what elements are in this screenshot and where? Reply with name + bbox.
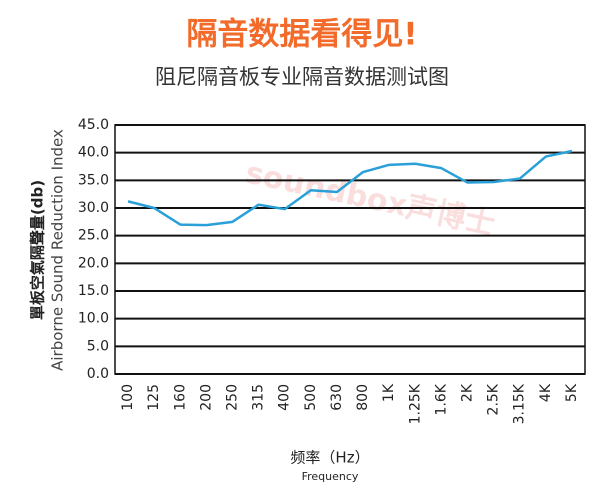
x-axis-title-en: Frequency xyxy=(302,470,359,483)
chart-title: 隔音数据看得见! xyxy=(186,17,417,53)
x-tick-label: 2.5K xyxy=(486,383,502,415)
x-axis-title: 频率（Hz） xyxy=(290,449,369,467)
y-tick-label: 30.0 xyxy=(78,200,109,216)
y-tick-label: 5.0 xyxy=(87,338,109,354)
x-tick-label: 3.15K xyxy=(512,383,528,424)
watermark: soundbox声博士 xyxy=(242,155,498,242)
x-tick-label: 800 xyxy=(355,384,371,411)
y-tick-label: 25.0 xyxy=(78,228,109,244)
x-tick-label: 1K xyxy=(381,383,397,402)
x-tick-label: 500 xyxy=(303,384,319,411)
x-tick-label: 4K xyxy=(538,383,554,402)
y-tick-label: 15.0 xyxy=(78,283,109,299)
y-tick-label: 45.0 xyxy=(78,117,109,133)
y-tick-label: 10.0 xyxy=(78,311,109,327)
y-tick-label: 40.0 xyxy=(78,145,109,161)
x-tick-label: 200 xyxy=(198,384,214,411)
y-axis-title: 單板空氣隔聲量(db) xyxy=(29,180,47,320)
y-axis-title-en: Airborne Sound Reduction Index xyxy=(49,129,67,371)
y-tick-label: 0.0 xyxy=(87,366,109,382)
x-tick-label: 160 xyxy=(172,384,188,411)
x-tick-label: 1.25K xyxy=(407,383,423,424)
x-tick-label: 100 xyxy=(120,384,136,411)
x-tick-label: 315 xyxy=(251,384,267,411)
x-tick-label: 400 xyxy=(277,384,293,411)
y-tick-label: 20.0 xyxy=(78,255,109,271)
x-tick-label: 5K xyxy=(564,383,580,402)
data-line xyxy=(127,149,573,227)
plot-frame xyxy=(114,124,586,375)
x-tick-label: 125 xyxy=(146,384,162,411)
x-tick-label: 2K xyxy=(460,383,476,402)
x-tick-label: 250 xyxy=(225,384,241,411)
y-tick-label: 35.0 xyxy=(78,172,109,188)
chart-subtitle: 阻尼隔音板专业隔音数据测试图 xyxy=(155,65,449,89)
x-tick-label: 630 xyxy=(329,384,345,411)
x-tick-label: 1.6K xyxy=(433,383,449,415)
